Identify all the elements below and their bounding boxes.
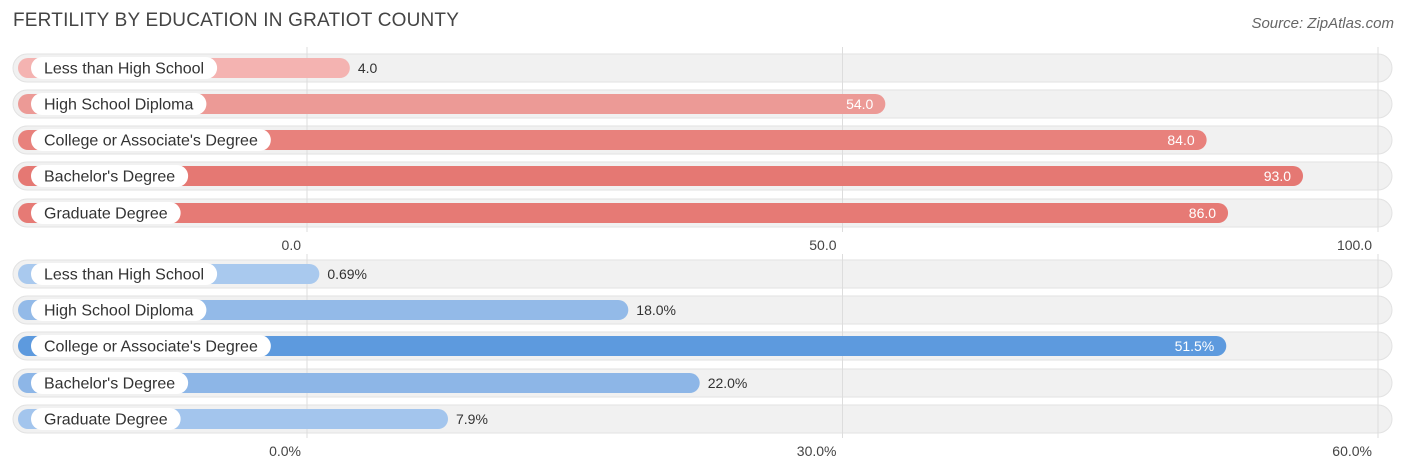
value-label: 22.0% (708, 375, 748, 391)
value-label: 84.0 (1167, 132, 1194, 148)
x-tick-label: 50.0 (809, 237, 836, 253)
category-label-pill (31, 299, 207, 321)
category-label-pill (31, 129, 271, 151)
value-label: 86.0 (1189, 205, 1216, 221)
category-label-pill (31, 263, 218, 285)
x-tick-label: 0.0 (282, 237, 302, 253)
value-label: 0.69% (327, 266, 367, 282)
bar (18, 336, 1227, 356)
x-tick-label: 30.0% (797, 443, 837, 459)
x-tick-label: 100.0 (1337, 237, 1372, 253)
bar (18, 203, 1229, 223)
bar-chart-2: Less than High School 0.69% High School Di… (12, 254, 1393, 459)
category-label-pill (31, 408, 181, 430)
category-label: College or Associate's Degree (44, 133, 258, 150)
value-label: 93.0 (1264, 168, 1291, 184)
category-label: Graduate Degree (44, 206, 168, 223)
value-label: 4.0 (358, 60, 378, 76)
bar-track (12, 259, 1393, 289)
value-label: 7.9% (456, 411, 488, 427)
bar-chart-1: Less than High School 4.0 High School Dipl… (12, 47, 1393, 253)
bar (18, 130, 1207, 150)
value-label: 18.0% (636, 302, 676, 318)
category-label-pill (31, 57, 218, 79)
value-label: 51.5% (1175, 338, 1215, 354)
bar-track (12, 53, 1393, 83)
category-label-pill (31, 202, 181, 224)
category-label: High School Diploma (44, 303, 194, 320)
value-label: 54.0 (846, 96, 873, 112)
chart-source: Source: ZipAtlas.com (1251, 15, 1394, 32)
category-label: Less than High School (44, 61, 204, 78)
category-label: College or Associate's Degree (44, 339, 258, 356)
bar (18, 94, 886, 114)
category-label-pill (31, 93, 207, 115)
category-label-pill (31, 372, 189, 394)
category-label-pill (31, 335, 271, 357)
x-tick-label: 60.0% (1332, 443, 1372, 459)
bar (18, 373, 700, 393)
category-label: High School Diploma (44, 97, 194, 114)
category-label: Bachelor's Degree (44, 169, 175, 186)
category-label: Graduate Degree (44, 412, 168, 429)
category-label-pill (31, 165, 189, 187)
category-label: Bachelor's Degree (44, 376, 175, 393)
x-tick-label: 0.0% (269, 443, 301, 459)
chart-title: FERTILITY BY EDUCATION IN GRATIOT COUNTY (13, 10, 460, 31)
category-label: Less than High School (44, 267, 204, 284)
bar (18, 166, 1304, 186)
